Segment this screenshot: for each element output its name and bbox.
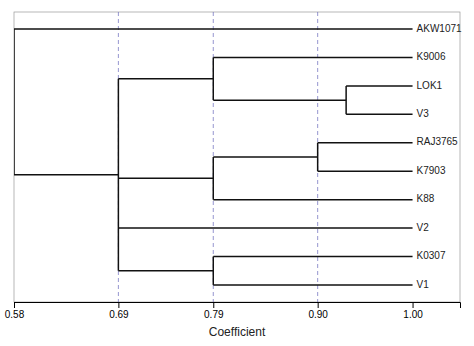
leaf-label: K88 (417, 193, 435, 204)
branch-horizontal (213, 57, 412, 59)
plot-frame (14, 12, 460, 302)
reference-line (317, 12, 318, 302)
x-tick: 0.90 (308, 302, 328, 320)
x-tick-mark (118, 302, 119, 308)
branch-horizontal (14, 174, 118, 176)
x-tick: 1.00 (403, 302, 423, 320)
x-tick-mark (14, 302, 15, 308)
branch-vertical (213, 257, 215, 285)
branch-vertical (345, 86, 347, 114)
branch-horizontal (213, 284, 412, 286)
x-tick-mark (213, 302, 214, 308)
branch-horizontal (118, 270, 213, 272)
x-tick-label: 0.58 (5, 309, 25, 320)
leaf-label: K9006 (417, 51, 446, 62)
x-tick-label: 0.90 (308, 309, 328, 320)
branch-horizontal (213, 156, 317, 158)
branch-vertical (317, 143, 319, 171)
x-axis-line (15, 303, 461, 309)
x-axis: 0.58 0.69 0.79 0.90 1.00 (5, 302, 461, 320)
branch-vertical (14, 29, 15, 175)
x-tick-label: 0.79 (204, 309, 224, 320)
branch-horizontal (213, 199, 412, 201)
reference-line (118, 12, 119, 302)
branch-vertical (118, 79, 120, 271)
x-tick-mark (413, 302, 414, 308)
branch-horizontal (346, 85, 412, 87)
branch-horizontal (118, 227, 412, 229)
branch-horizontal (14, 28, 413, 30)
branch-horizontal (318, 142, 413, 144)
branch-horizontal (213, 256, 412, 258)
branch-vertical (213, 157, 215, 200)
x-tick: 0.69 (109, 302, 129, 320)
x-axis-title: Coefficient (209, 325, 266, 339)
x-tick-mark (318, 302, 319, 308)
leaf-labels: AKW1071 K9006 LOK1 V3 RAJ3765 K7903 K88 V2 K0307… (417, 23, 462, 290)
x-tick-label: 1.00 (403, 309, 423, 320)
leaf-label: K0307 (417, 250, 446, 261)
branch-horizontal (213, 99, 346, 101)
x-tick: 0.58 (5, 302, 25, 320)
branch-horizontal (346, 114, 412, 116)
leaf-label: K7903 (417, 165, 446, 176)
leaf-label: LOK1 (417, 80, 443, 91)
branch-horizontal (118, 178, 213, 180)
x-tick-label: 0.69 (109, 309, 129, 320)
x-tick: 0.79 (204, 302, 224, 320)
branch-vertical (213, 57, 215, 100)
leaf-label: V1 (417, 279, 430, 290)
leaf-label: V2 (417, 222, 430, 233)
chart: AKW1071 K9006 LOK1 V3 RAJ3765 K7903 K88 V2 K0307… (0, 0, 474, 346)
plot-area (14, 12, 413, 302)
leaf-label: RAJ3765 (417, 136, 459, 147)
leaf-label: V3 (417, 108, 430, 119)
branch-horizontal (318, 170, 413, 172)
leaf-label: AKW1071 (417, 23, 462, 34)
branch-horizontal (118, 78, 213, 80)
